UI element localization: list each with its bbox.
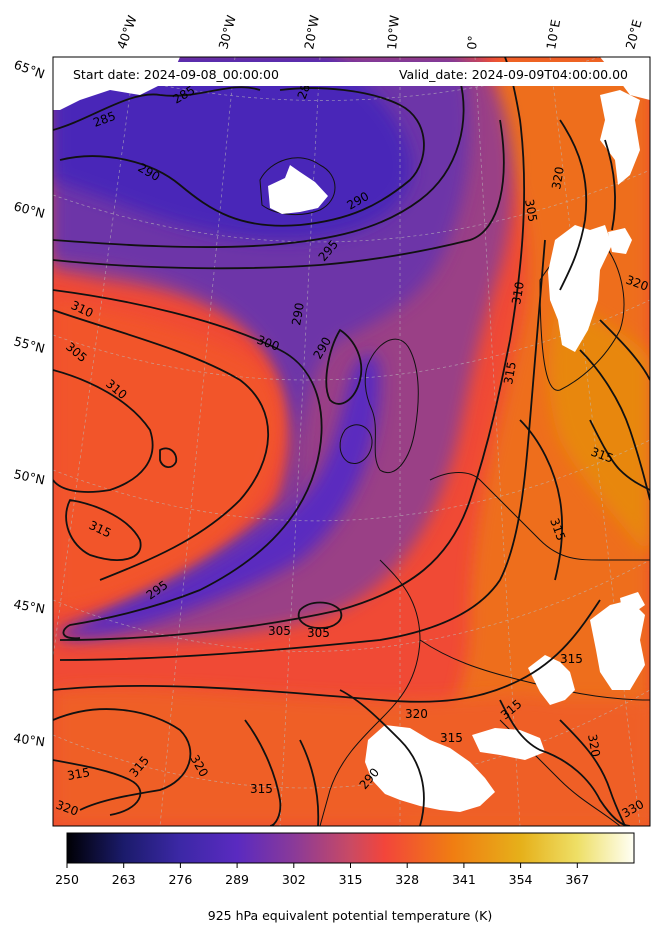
lon-label-40w: 40°W (114, 13, 140, 51)
header-strip (62, 62, 636, 86)
colorbar-tick-label: 250 (55, 872, 79, 887)
contour-label: 310 (509, 281, 527, 306)
colorbar-tick-label: 302 (282, 872, 306, 887)
contour-label: 315 (66, 765, 91, 783)
contour-lines (53, 57, 650, 826)
longitude-labels: 40°W 30°W 20°W 10°W 0° 10°E 20°E (114, 13, 645, 51)
map-plot-area: 285 285 285 290 290 290 295 295 300 305 … (53, 57, 650, 826)
masked-regions (53, 57, 650, 812)
field-orange-south (53, 687, 650, 826)
lat-label-55n: 55°N (12, 333, 46, 356)
lon-label-0: 0° (464, 35, 480, 50)
colorbar-tick-label: 341 (452, 872, 476, 887)
contour-label: 290 (289, 302, 307, 327)
contour-label: 315 (501, 361, 519, 386)
contour-label: 315 (250, 782, 273, 796)
colorbar: 250 263 276 289 302 315 328 341 354 367 925 hPa e… (55, 832, 635, 923)
colorbar-title: 925 hPa equivalent potential temperature… (208, 908, 492, 923)
field-deep-purple-tongue (60, 353, 380, 640)
mask-iceland (268, 165, 328, 214)
lat-label-50n: 50°N (12, 466, 46, 487)
colorbar-tick-label: 328 (395, 872, 419, 887)
map-frame (52, 56, 651, 827)
contour-label: 320 (405, 707, 428, 721)
mask-norway (548, 225, 612, 352)
lon-label-20e: 20°E (622, 18, 644, 51)
contour-label: 315 (440, 731, 463, 745)
lat-label-65n: 65°N (12, 57, 47, 82)
colorbar-tick-label: 263 (112, 872, 136, 887)
latitude-labels: 65°N 60°N 55°N 50°N 45°N 40°N (12, 57, 47, 750)
mask-dot1 (608, 228, 632, 254)
start-date-label: Start date: 2024-09-08_00:00:00 (73, 67, 279, 82)
contour-label: 315 (560, 652, 583, 666)
lat-label-45n: 45°N (12, 596, 46, 616)
mask-east-mid (590, 600, 645, 690)
mask-dot2 (620, 592, 645, 612)
mask-scandi-north (600, 90, 640, 185)
lon-label-20w: 20°W (301, 14, 322, 51)
lat-label-60n: 60°N (12, 198, 46, 221)
lon-label-30w: 30°W (215, 14, 238, 51)
colorbar-ticks: 250 263 276 289 302 315 328 341 354 367 (55, 863, 589, 887)
colorbar-tick-label: 354 (509, 872, 533, 887)
lon-label-10e: 10°E (543, 18, 563, 50)
contour-label: 320 (585, 733, 603, 758)
mask-spain (365, 725, 495, 812)
colorbar-tick-label: 367 (565, 872, 589, 887)
colorbar-gradient (66, 832, 635, 864)
colorbar-tick-label: 276 (168, 872, 192, 887)
lon-label-10w: 10°W (384, 15, 402, 51)
contour-label: 320 (549, 166, 567, 191)
contour-label: 305 (307, 626, 330, 640)
colorbar-tick-label: 289 (225, 872, 249, 887)
contour-label: 305 (522, 198, 540, 223)
field-west-warm (53, 300, 280, 610)
field-darkorange-east (548, 300, 650, 560)
contour-label: 305 (268, 624, 291, 638)
lat-label-40n: 40°N (13, 730, 46, 749)
valid-date-label: Valid_date: 2024-09-09T04:00:00.00 (399, 67, 628, 82)
mask-italy-sardinia (472, 728, 545, 760)
colorbar-tick-label: 315 (339, 872, 363, 887)
